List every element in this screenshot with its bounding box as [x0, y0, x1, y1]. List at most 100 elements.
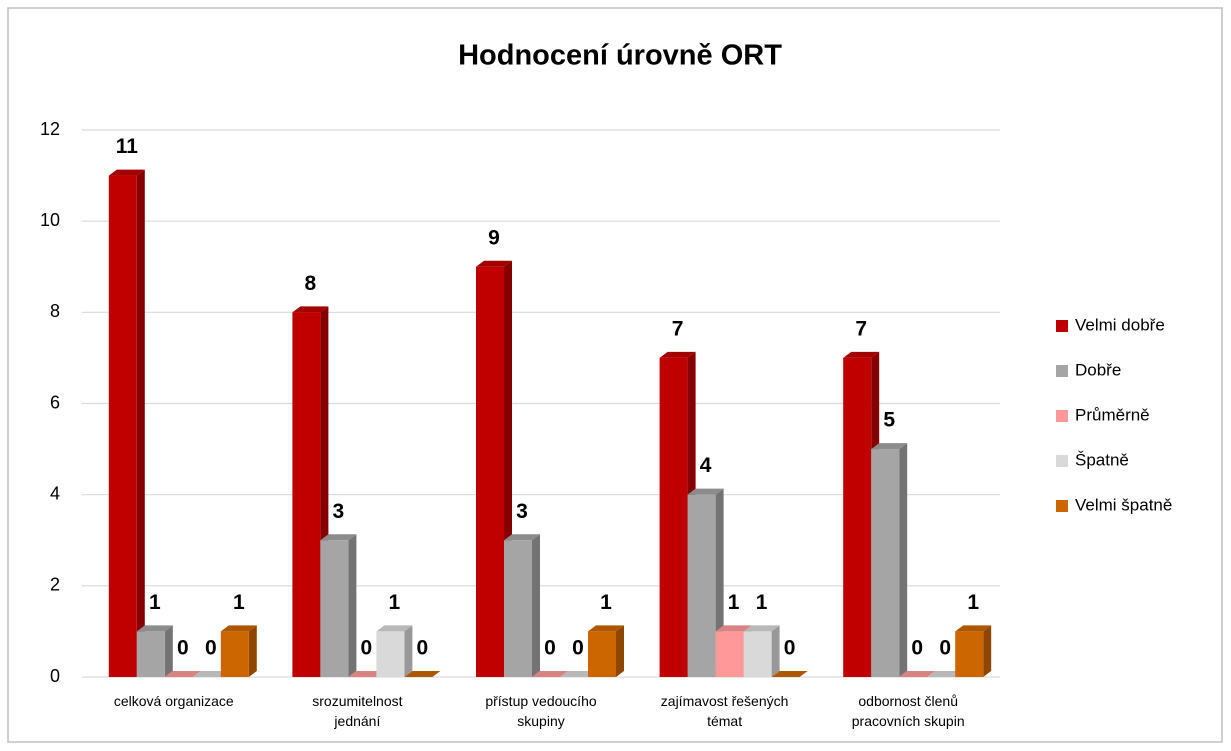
value-label: 0 — [361, 637, 373, 660]
value-label: 7 — [672, 317, 684, 340]
bar-top — [715, 625, 752, 632]
bar-top — [504, 534, 540, 541]
y-tick-label: 10 — [40, 210, 60, 230]
bar — [955, 631, 984, 677]
bar-side — [248, 625, 257, 677]
value-label: 7 — [855, 317, 867, 340]
bar-top — [476, 260, 512, 267]
legend-label: Velmi dobře — [1075, 315, 1165, 334]
legend-label: Dobře — [1075, 360, 1121, 379]
value-label: 3 — [333, 500, 345, 523]
value-label: 1 — [233, 591, 245, 614]
bar — [588, 631, 616, 677]
y-tick-label: 8 — [50, 301, 60, 321]
x-tick-label: přístup vedoucího skupiny — [485, 693, 597, 729]
bar-top — [404, 671, 441, 677]
bar — [136, 631, 165, 677]
bar-top — [659, 351, 696, 358]
legend-swatch — [1056, 365, 1068, 377]
bar-top — [320, 534, 357, 541]
legend-label: Velmi špatně — [1075, 495, 1172, 514]
y-tick-label: 4 — [50, 483, 60, 503]
value-label: 9 — [488, 226, 500, 249]
bar-top — [108, 169, 145, 176]
y-tick-label: 12 — [40, 119, 60, 139]
bar-side — [771, 625, 780, 677]
x-tick-label: srozumitelnost jednání — [312, 693, 402, 729]
bar-top — [136, 625, 173, 632]
bar — [476, 266, 504, 677]
bar-side — [164, 625, 173, 677]
value-label: 0 — [572, 637, 584, 660]
bar — [715, 631, 744, 677]
bar-top — [192, 671, 229, 677]
x-tick-label: zajímavost řešených témat — [661, 693, 789, 729]
bar-side — [532, 534, 540, 677]
bar-top — [843, 351, 880, 358]
bar — [687, 494, 716, 677]
bar-top — [588, 625, 624, 632]
bar — [320, 540, 349, 677]
value-label: 0 — [911, 637, 923, 660]
bar-top — [687, 488, 724, 495]
bar-top — [743, 625, 780, 632]
legend-swatch — [1056, 500, 1068, 512]
bar-top — [292, 306, 329, 313]
bar — [292, 312, 321, 677]
value-label: 8 — [305, 272, 317, 295]
bar-top — [348, 671, 385, 677]
bar-top — [164, 671, 201, 677]
y-tick-label: 2 — [50, 575, 60, 595]
y-tick-label: 0 — [50, 666, 60, 686]
bar-side — [404, 625, 413, 677]
bar — [843, 357, 872, 677]
bar — [871, 449, 900, 677]
bar-side — [348, 534, 357, 677]
bar-top — [220, 625, 257, 632]
value-label: 1 — [389, 591, 401, 614]
legend-swatch — [1056, 410, 1068, 422]
y-tick-label: 6 — [50, 392, 60, 412]
value-label: 4 — [700, 454, 712, 477]
value-label: 0 — [939, 637, 951, 660]
bar-side — [136, 169, 145, 678]
bar — [220, 631, 249, 677]
bar — [659, 357, 688, 677]
bar — [504, 540, 532, 677]
bar-top — [532, 671, 568, 677]
legend-label: Průměrně — [1075, 405, 1150, 424]
value-label: 0 — [177, 637, 189, 660]
bar — [743, 631, 772, 677]
x-tick-label: celková organizace — [114, 693, 234, 709]
bar-top — [771, 671, 808, 677]
value-label: 1 — [600, 591, 612, 614]
legend-label: Špatně — [1075, 450, 1129, 469]
value-label: 11 — [116, 135, 139, 158]
value-label: 0 — [205, 637, 217, 660]
legend-swatch — [1056, 320, 1068, 332]
chart-title: Hodnocení úrovně ORT — [458, 40, 782, 72]
bar-top — [955, 625, 992, 632]
value-label: 5 — [883, 409, 895, 432]
value-label: 3 — [516, 500, 528, 523]
bar-side — [616, 625, 624, 677]
bar-side — [983, 625, 992, 677]
bar — [376, 631, 405, 677]
value-label: 1 — [728, 591, 740, 614]
bar-top — [376, 625, 413, 632]
value-label: 0 — [784, 637, 796, 660]
legend-swatch — [1056, 455, 1068, 467]
value-label: 0 — [544, 637, 556, 660]
value-label: 1 — [756, 591, 768, 614]
value-label: 0 — [417, 637, 429, 660]
x-tick-label: odbornost členů pracovních skupin — [852, 693, 965, 729]
value-label: 1 — [967, 591, 979, 614]
bar-top — [927, 671, 964, 677]
bar — [108, 175, 137, 678]
value-label: 1 — [149, 591, 161, 614]
bar-top — [871, 443, 908, 450]
bar-side — [899, 443, 908, 677]
bar-top — [899, 671, 936, 677]
bar-top — [560, 671, 596, 677]
